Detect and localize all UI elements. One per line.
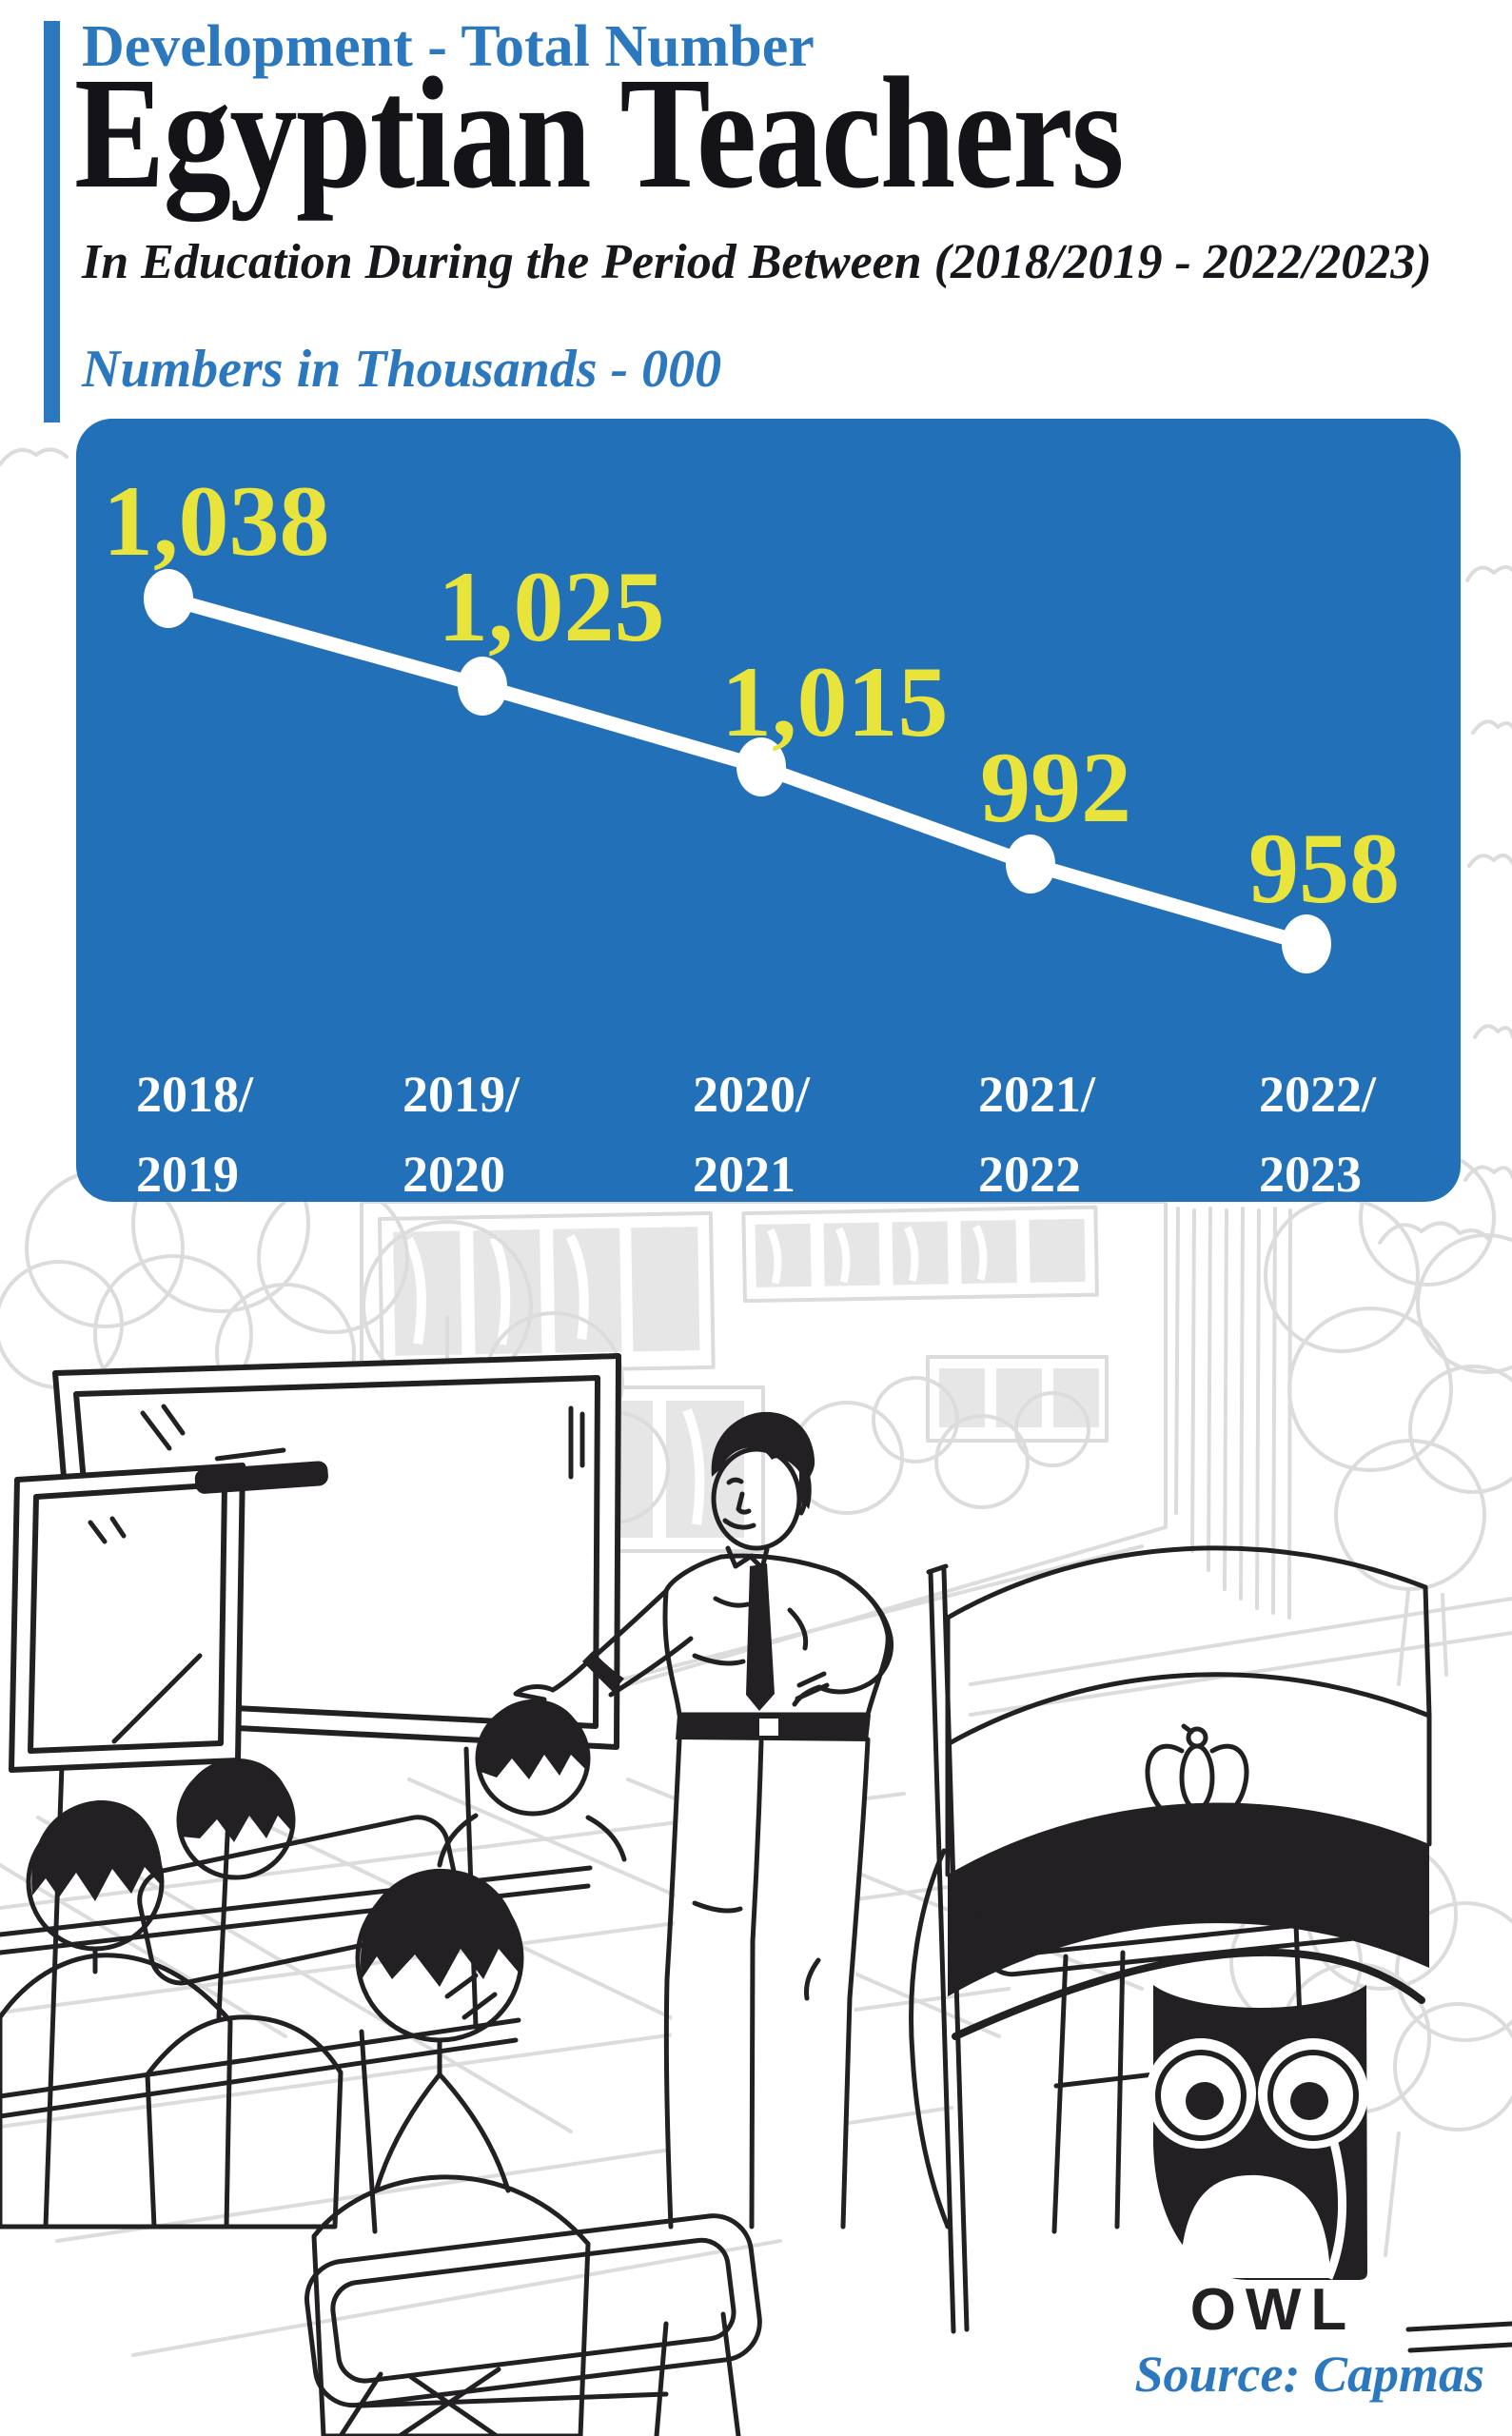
data-point-value: 1,015 — [721, 646, 949, 757]
data-point-value: 1,038 — [103, 465, 330, 577]
x-axis-label: 2022/2023 — [1259, 1066, 1377, 1203]
student-on-chair — [137, 1758, 462, 2230]
student-on-chair — [304, 1868, 762, 2436]
egypt-flag-icon — [926, 1545, 1512, 2353]
header-accent-bar — [44, 21, 60, 422]
owl-logo — [1146, 1985, 1368, 2280]
unit-note: Numbers in Thousands - 000 — [82, 340, 722, 399]
student-at-desk — [0, 1800, 521, 2234]
data-point-value: 992 — [980, 732, 1131, 843]
line-chart — [144, 569, 1331, 973]
x-axis-label: 2019/2020 — [403, 1066, 520, 1203]
data-point-marker — [1006, 835, 1055, 894]
flag-black-band — [948, 1802, 1429, 1996]
student-on-chair — [909, 1834, 1380, 2234]
x-axis-label: 2020/2021 — [693, 1066, 811, 1203]
student-head — [437, 1699, 627, 1868]
x-axis-label: 2018/2019 — [136, 1066, 254, 1203]
kicker: Development - Total Number — [82, 14, 815, 79]
board-eraser — [194, 1447, 328, 1494]
whiteboard — [9, 1353, 621, 2230]
flag-white-band — [945, 1713, 1432, 1877]
subtitle: In Education During the Period Between (… — [82, 235, 1432, 289]
data-point-value: 1,025 — [438, 551, 665, 662]
data-point-marker — [1282, 914, 1331, 973]
data-point-value: 958 — [1248, 813, 1400, 924]
students-group — [0, 1699, 1380, 2436]
teacher-figure — [444, 1411, 894, 2230]
chart-panel: 1,038 1,025 1,015 992 958 2018/2019 2019/2020 2… — [76, 419, 1461, 1203]
data-point-marker — [144, 569, 193, 628]
data-point-marker — [736, 737, 786, 796]
x-axis-label: 2021/2022 — [978, 1066, 1096, 1203]
flag-eagle-emblem — [1145, 1723, 1249, 1845]
classroom-illustration — [0, 447, 1512, 2436]
source-credit: Source: Capmas — [1134, 2346, 1484, 2403]
owl-logo-label: OWL — [1189, 2277, 1357, 2343]
page-title: Egyptian Teachers — [74, 45, 1124, 222]
data-point-marker — [458, 657, 507, 716]
